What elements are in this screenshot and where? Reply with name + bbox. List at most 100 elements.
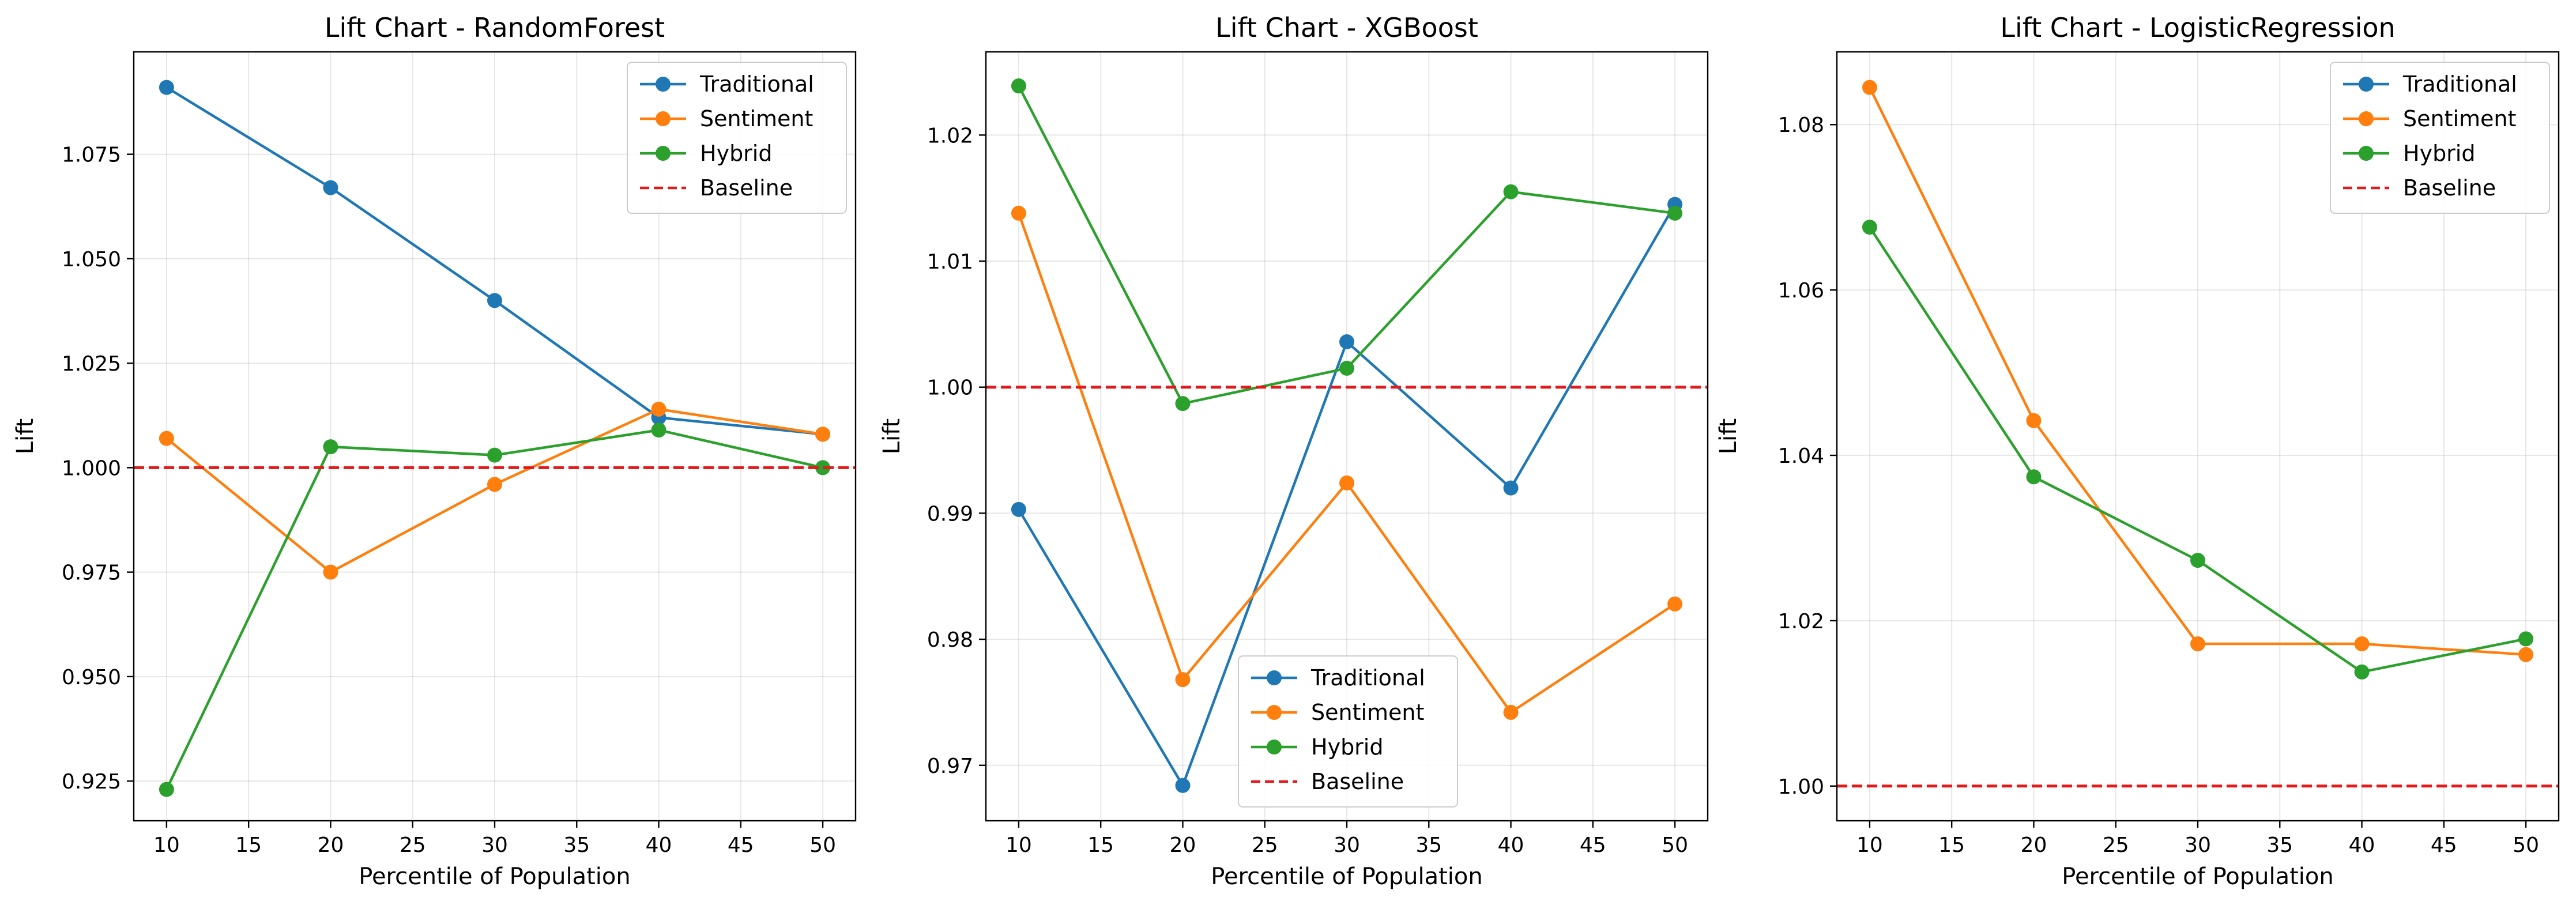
chart-title: Lift Chart - XGBoost [1215,12,1478,43]
y-tick-label: 0.98 [927,628,973,652]
legend-box [1238,655,1458,808]
data-point-hybrid [487,447,502,463]
data-point-hybrid [1175,396,1191,412]
data-point-sentiment [2518,647,2534,662]
legend-label: Hybrid [1311,734,1384,760]
y-axis-label: Lift [879,418,905,454]
data-point-hybrid [2190,553,2205,568]
y-tick-label: 0.975 [62,561,121,585]
y-tick-label: 0.97 [927,754,973,778]
chart-title: Lift Chart - LogisticRegression [2000,12,2395,43]
data-point-hybrid [1339,360,1354,376]
x-tick-label: 45 [728,833,754,857]
y-axis-label: Lift [1715,418,1742,454]
x-tick-label: 40 [2349,833,2375,857]
x-tick-label: 35 [2266,833,2293,857]
legend-swatch-marker [1267,740,1282,754]
x-tick-label: 25 [400,833,426,857]
legend-swatch-marker [656,77,671,92]
data-point-sentiment [1339,475,1354,491]
data-point-sentiment [1011,205,1026,221]
data-point-sentiment [1175,672,1191,688]
data-point-hybrid [815,460,831,476]
data-point-hybrid [2026,469,2042,485]
data-point-sentiment [651,401,666,417]
x-axis-label: Percentile of Population [2062,863,2333,890]
legend-label: Baseline [700,175,793,201]
data-point-hybrid [1862,220,1877,235]
data-point-traditional [1011,501,1026,517]
data-point-hybrid [2354,664,2370,680]
legend: Traditional Sentiment Hybrid Baseline [627,62,847,214]
data-point-sentiment [815,427,831,442]
y-tick-label: 1.08 [1778,114,1824,137]
x-tick-label: 10 [153,833,180,857]
x-tick-label: 50 [1662,833,1688,857]
y-tick-label: 1.000 [62,456,121,480]
legend-swatch-marker [1267,670,1282,685]
data-point-hybrid [159,782,174,797]
data-point-traditional [159,80,174,95]
y-tick-label: 1.06 [1778,279,1824,303]
legend-label: Sentiment [700,106,813,131]
legend-label: Baseline [2403,175,2496,201]
x-tick-label: 15 [1938,833,1965,857]
plot-frame [133,51,857,822]
data-point-hybrid [1011,78,1026,94]
data-point-hybrid [323,439,338,455]
y-tick-label: 0.99 [927,502,973,526]
legend-label: Sentiment [2403,106,2516,131]
y-tick-label: 1.00 [1778,775,1824,799]
x-tick-label: 30 [2185,833,2211,857]
data-point-sentiment [2190,636,2205,652]
x-tick-label: 25 [2103,833,2129,857]
x-tick-label: 25 [1252,833,1278,857]
x-tick-label: 20 [1170,833,1196,857]
y-tick-label: 1.00 [927,376,973,400]
x-tick-label: 20 [318,833,344,857]
y-tick-label: 1.01 [927,250,973,274]
chart-panel-1: 10 15 20 25 30 35 40 45 50 0.925 0.950 0.975 1.000 1.… [12,12,857,890]
chart-panel-3: 10 15 20 25 30 35 40 45 50 1.00 1.02 1.04 1.06 1.08 Li… [1715,12,2560,890]
x-tick-label: 45 [2431,833,2457,857]
x-tick-label: 35 [1415,833,1442,857]
data-point-hybrid [2518,631,2534,647]
data-point-traditional [1175,778,1191,793]
x-tick-label: 15 [235,833,262,857]
legend-swatch-marker [2359,77,2374,92]
data-point-hybrid [1503,184,1519,199]
y-tick-label: 1.04 [1778,444,1824,468]
data-point-hybrid [1667,205,1683,221]
data-point-traditional [1339,334,1354,349]
legend-label: Hybrid [700,141,773,166]
legend-label: Traditional [2402,71,2517,97]
legend-swatch-marker [656,111,671,126]
x-axis-label: Percentile of Population [359,863,630,890]
data-point-sentiment [2026,413,2042,428]
legend-label: Baseline [1311,769,1404,794]
y-tick-label: 1.025 [62,352,121,376]
legend: Traditional Sentiment Hybrid Baseline [2330,62,2550,214]
legend-swatch-marker [1267,705,1282,720]
x-tick-label: 10 [1856,833,1883,857]
x-tick-label: 45 [1580,833,1606,857]
x-tick-label: 40 [646,833,672,857]
data-point-sentiment [2354,636,2370,652]
data-point-hybrid [651,422,666,438]
legend: Traditional Sentiment Hybrid Baseline [1238,655,1458,808]
y-axis-label: Lift [12,418,39,454]
legend-label: Sentiment [1311,700,1424,725]
y-tick-label: 1.02 [927,124,973,148]
legend-swatch-marker [2359,146,2374,161]
data-point-traditional [1503,480,1519,496]
plot-frame [1836,51,2560,822]
legend-swatch-marker [2359,111,2374,126]
y-tick-label: 0.950 [62,666,121,689]
plot-frame [985,51,1709,822]
data-point-sentiment [1862,80,1877,95]
legend-box [627,62,847,214]
data-point-sentiment [159,431,174,446]
data-point-sentiment [323,564,338,580]
x-tick-label: 40 [1498,833,1524,857]
